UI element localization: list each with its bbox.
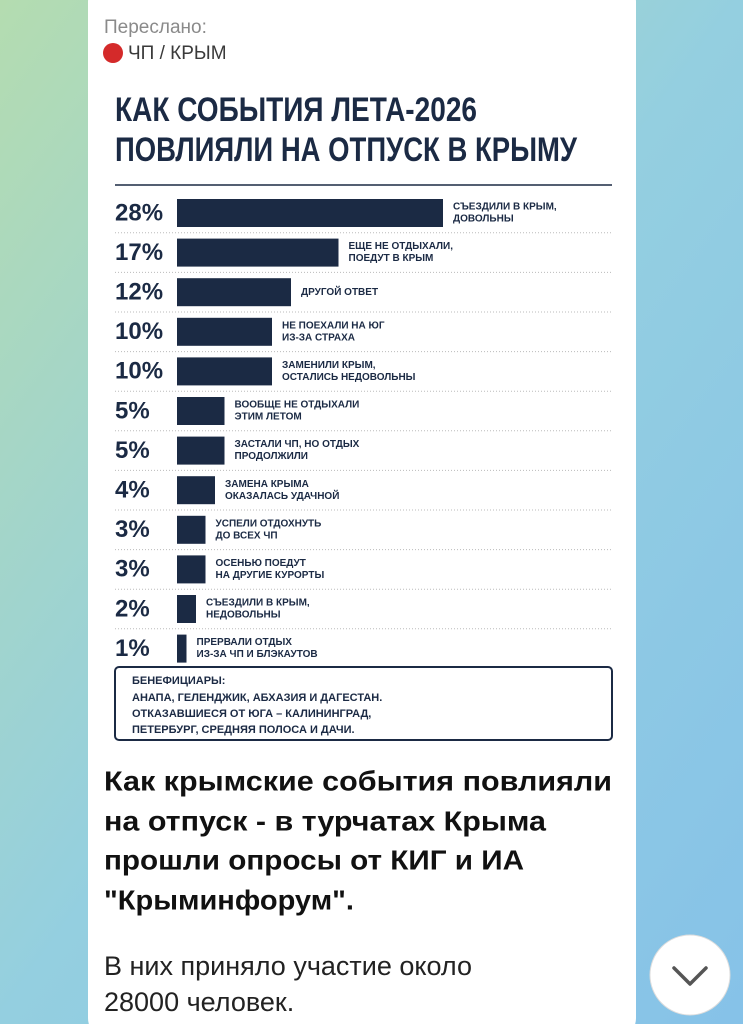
- note-line: АНАПА, ГЕЛЕНДЖИК, АБХАЗИЯ И ДАГЕСТАН.: [132, 692, 382, 704]
- channel-avatar: [103, 43, 123, 63]
- category-label: ЭТИМ ЛЕТОМ: [235, 412, 302, 423]
- caption-line: Как крымские события повлияли: [104, 765, 612, 796]
- value-label: 3%: [115, 516, 150, 543]
- note-line: ПЕТЕРБУРГ, СРЕДНЯЯ ПОЛОСА И ДАЧИ.: [132, 724, 355, 736]
- value-label: 3%: [115, 556, 150, 583]
- forwarded-label: Переслано:: [104, 17, 207, 38]
- category-label: НЕДОВОЛЬНЫ: [206, 610, 281, 621]
- category-label: НА ДРУГИЕ КУРОРТЫ: [216, 570, 325, 581]
- bar: [177, 436, 225, 465]
- bar: [177, 476, 215, 505]
- category-label: УСПЕЛИ ОТДОХНУТЬ: [216, 518, 322, 529]
- bar: [177, 357, 272, 386]
- category-label: НЕ ПОЕХАЛИ НА ЮГ: [282, 320, 385, 331]
- channel-name[interactable]: ЧП / КРЫМ: [128, 43, 227, 64]
- category-label: ОКАЗАЛАСЬ УДАЧНОЙ: [225, 489, 339, 502]
- value-label: 28%: [115, 199, 163, 226]
- note-label: БЕНЕФИЦИАРЫ:: [132, 675, 225, 687]
- chart-title: КАК СОБЫТИЯ ЛЕТА-2026: [115, 91, 477, 129]
- scroll-down-button[interactable]: [649, 934, 731, 1016]
- caption-line: прошли опросы от КИГ и ИА: [104, 844, 524, 875]
- bar: [177, 397, 225, 425]
- category-label: СЪЕЗДИЛИ В КРЫМ,: [206, 598, 310, 609]
- bar: [177, 317, 272, 346]
- category-label: ЕЩЕ НЕ ОТДЫХАЛИ,: [349, 241, 454, 252]
- category-label: ЗАМЕНИЛИ КРЫМ,: [282, 360, 376, 371]
- chart-title: ПОВЛИЯЛИ НА ОТПУСК В КРЫМУ: [115, 131, 578, 169]
- value-label: 4%: [115, 477, 150, 504]
- value-label: 10%: [115, 358, 163, 385]
- caption-line: "Крыминфорум".: [104, 884, 354, 915]
- category-label: ОСТАЛИСЬ НЕДОВОЛЬНЫ: [282, 372, 416, 383]
- category-label: ДОВОЛЬНЫ: [453, 214, 514, 225]
- note-box: [114, 666, 613, 741]
- category-label: ДО ВСЕХ ЧП: [216, 530, 278, 541]
- chevron-icon: [672, 966, 708, 986]
- bar: [177, 199, 443, 227]
- value-label: 5%: [115, 397, 150, 424]
- bar: [177, 238, 339, 267]
- value-label: 12%: [115, 279, 163, 306]
- category-label: ИЗ-ЗА ЧП И БЛЭКАУТОВ: [197, 649, 318, 660]
- value-label: 2%: [115, 595, 150, 622]
- bar: [177, 634, 187, 663]
- category-label: ПРОДОЛЖИЛИ: [235, 451, 308, 462]
- category-label: ВООБЩЕ НЕ ОТДЫХАЛИ: [235, 400, 360, 411]
- bar: [177, 278, 291, 307]
- category-label: СЪЕЗДИЛИ В КРЫМ,: [453, 202, 557, 213]
- category-label: ИЗ-ЗА СТРАХА: [282, 332, 355, 343]
- caption-line: на отпуск - в турчатах Крыма: [104, 805, 546, 836]
- category-label: ЗАСТАЛИ ЧП, НО ОТДЫХ: [235, 439, 360, 450]
- category-label: ПОЕДУТ В КРЫМ: [349, 253, 434, 264]
- message-text: В них приняло участие около: [104, 951, 472, 981]
- category-label: ДРУГОЙ ОТВЕТ: [301, 285, 378, 298]
- value-label: 5%: [115, 437, 150, 464]
- value-label: 10%: [115, 318, 163, 345]
- category-label: ПРЕРВАЛИ ОТДЫХ: [197, 637, 293, 648]
- value-label: 1%: [115, 635, 150, 662]
- category-label: ОСЕНЬЮ ПОЕДУТ: [216, 558, 306, 569]
- bar: [177, 555, 206, 584]
- bar: [177, 595, 196, 623]
- category-label: ЗАМЕНА КРЫМА: [225, 479, 309, 490]
- bar: [177, 515, 206, 544]
- message-text: 28000 человек.: [104, 987, 294, 1017]
- value-label: 17%: [115, 239, 163, 266]
- note-line: ОТКАЗАВШИЕСЯ ОТ ЮГА – КАЛИНИНГРАД,: [132, 708, 371, 720]
